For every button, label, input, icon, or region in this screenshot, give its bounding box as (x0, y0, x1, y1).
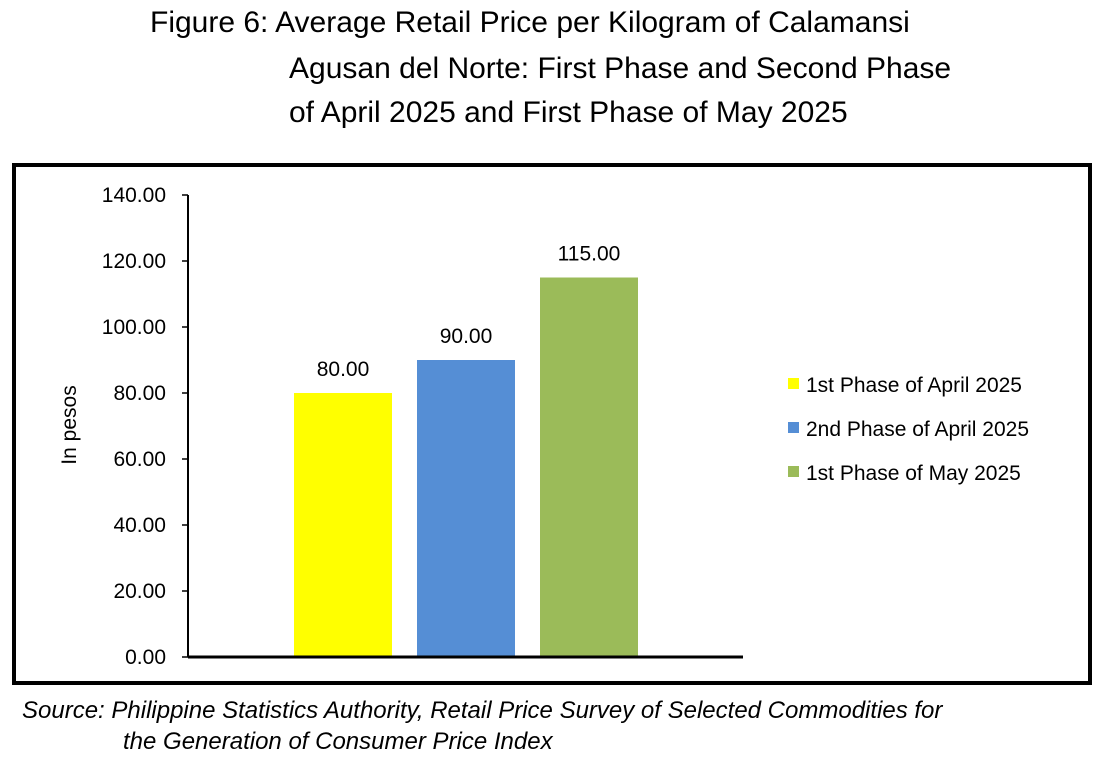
y-tick-label: 0.00 (125, 646, 166, 669)
y-tick-label: 40.00 (113, 514, 166, 537)
data-label: 115.00 (558, 243, 621, 266)
y-tick-label: 60.00 (113, 448, 166, 471)
data-label: 80.00 (317, 358, 370, 381)
chart-title-line-1: Figure 6: Average Retail Price per Kilog… (150, 6, 910, 39)
legend-label: 1st Phase of April 2025 (806, 374, 1022, 397)
y-tick-label: 140.00 (102, 184, 166, 207)
y-tick-label: 20.00 (113, 580, 166, 603)
bar (417, 360, 515, 657)
source-line-1: Source: Philippine Statistics Authority,… (22, 697, 943, 724)
chart-title-line-3: of April 2025 and First Phase of May 202… (289, 96, 848, 129)
bar (294, 393, 392, 657)
chart-frame (12, 163, 1092, 685)
bar (540, 277, 638, 657)
y-tick-label: 120.00 (102, 250, 166, 273)
y-axis-title: In pesos (58, 385, 81, 464)
legend-swatch (788, 422, 799, 433)
legend-swatch (788, 466, 799, 477)
data-label: 90.00 (440, 325, 493, 348)
legend-swatch (788, 378, 799, 389)
legend-label: 1st Phase of May 2025 (806, 462, 1021, 485)
source-line-2: the Generation of Consumer Price Index (123, 728, 553, 755)
y-tick-label: 80.00 (113, 382, 166, 405)
legend-label: 2nd Phase of April 2025 (806, 418, 1029, 441)
chart-title-line-2: Agusan del Norte: First Phase and Second… (289, 52, 952, 85)
y-tick-label: 100.00 (102, 316, 166, 339)
